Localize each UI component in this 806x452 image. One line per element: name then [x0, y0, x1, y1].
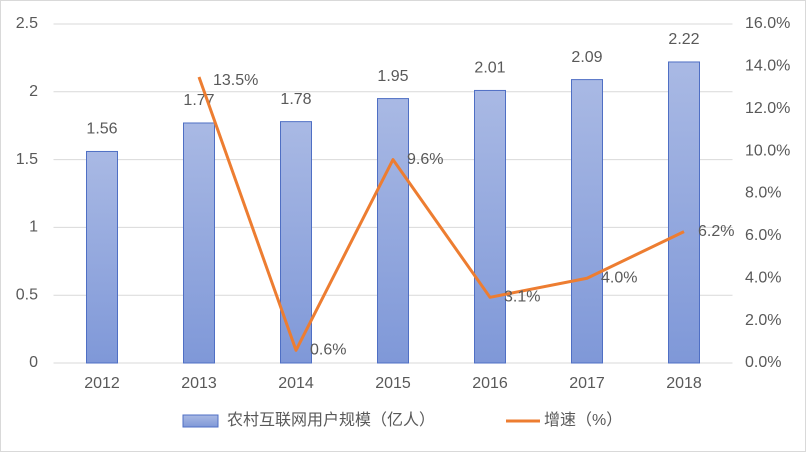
y2-tick-label: 12.0%: [745, 100, 790, 117]
y-tick-label: 0: [29, 354, 38, 371]
data-label: 6.2%: [698, 223, 734, 240]
bar: [86, 150, 118, 364]
data-label: 2.22: [668, 31, 699, 48]
data-label: 1.56: [86, 121, 117, 138]
x-tick-label: 2018: [666, 375, 702, 392]
y2-tick-label: 0.0%: [745, 354, 781, 371]
y-tick-label: 1.5: [16, 151, 38, 168]
y-tick-label: 1: [29, 219, 38, 236]
y2-tick-label: 2.0%: [745, 312, 781, 329]
data-label: 1.95: [377, 68, 408, 85]
legend-label: 增速（%）: [544, 411, 622, 429]
y2-tick-label: 4.0%: [745, 269, 781, 286]
bar: [474, 89, 506, 364]
x-tick-label: 2014: [278, 375, 314, 392]
data-label: 3.1%: [504, 289, 540, 306]
x-tick-label: 2013: [181, 375, 217, 392]
y2-tick-label: 8.0%: [745, 185, 781, 202]
x-tick-label: 2012: [84, 375, 120, 392]
legend-swatch: [182, 414, 219, 428]
data-label: 9.6%: [407, 151, 443, 168]
data-label: 0.6%: [310, 342, 346, 359]
x-tick-label: 2017: [569, 375, 605, 392]
line: [197, 76, 685, 352]
data-label: 1.78: [280, 91, 311, 108]
x-tick-label: 2015: [375, 375, 411, 392]
y-tick-label: 2: [29, 83, 38, 100]
y2-tick-label: 16.0%: [745, 15, 790, 32]
bar: [571, 79, 603, 364]
bar: [668, 61, 700, 364]
bar: [183, 122, 215, 364]
bar: [377, 98, 409, 364]
y-tick-label: 0.5: [16, 286, 38, 303]
x-tick-label: 2016: [472, 375, 508, 392]
data-label: 4.0%: [601, 269, 637, 286]
y-tick-label: 2.5: [16, 15, 38, 32]
y2-tick-label: 10.0%: [745, 142, 790, 159]
y2-tick-label: 14.0%: [745, 58, 790, 75]
y2-tick-label: 6.0%: [745, 227, 781, 244]
data-label: 2.09: [571, 49, 602, 66]
data-label: 13.5%: [213, 72, 258, 89]
data-label: 2.01: [474, 60, 505, 77]
legend-label: 农村互联网用户规模（亿人）: [227, 411, 435, 429]
